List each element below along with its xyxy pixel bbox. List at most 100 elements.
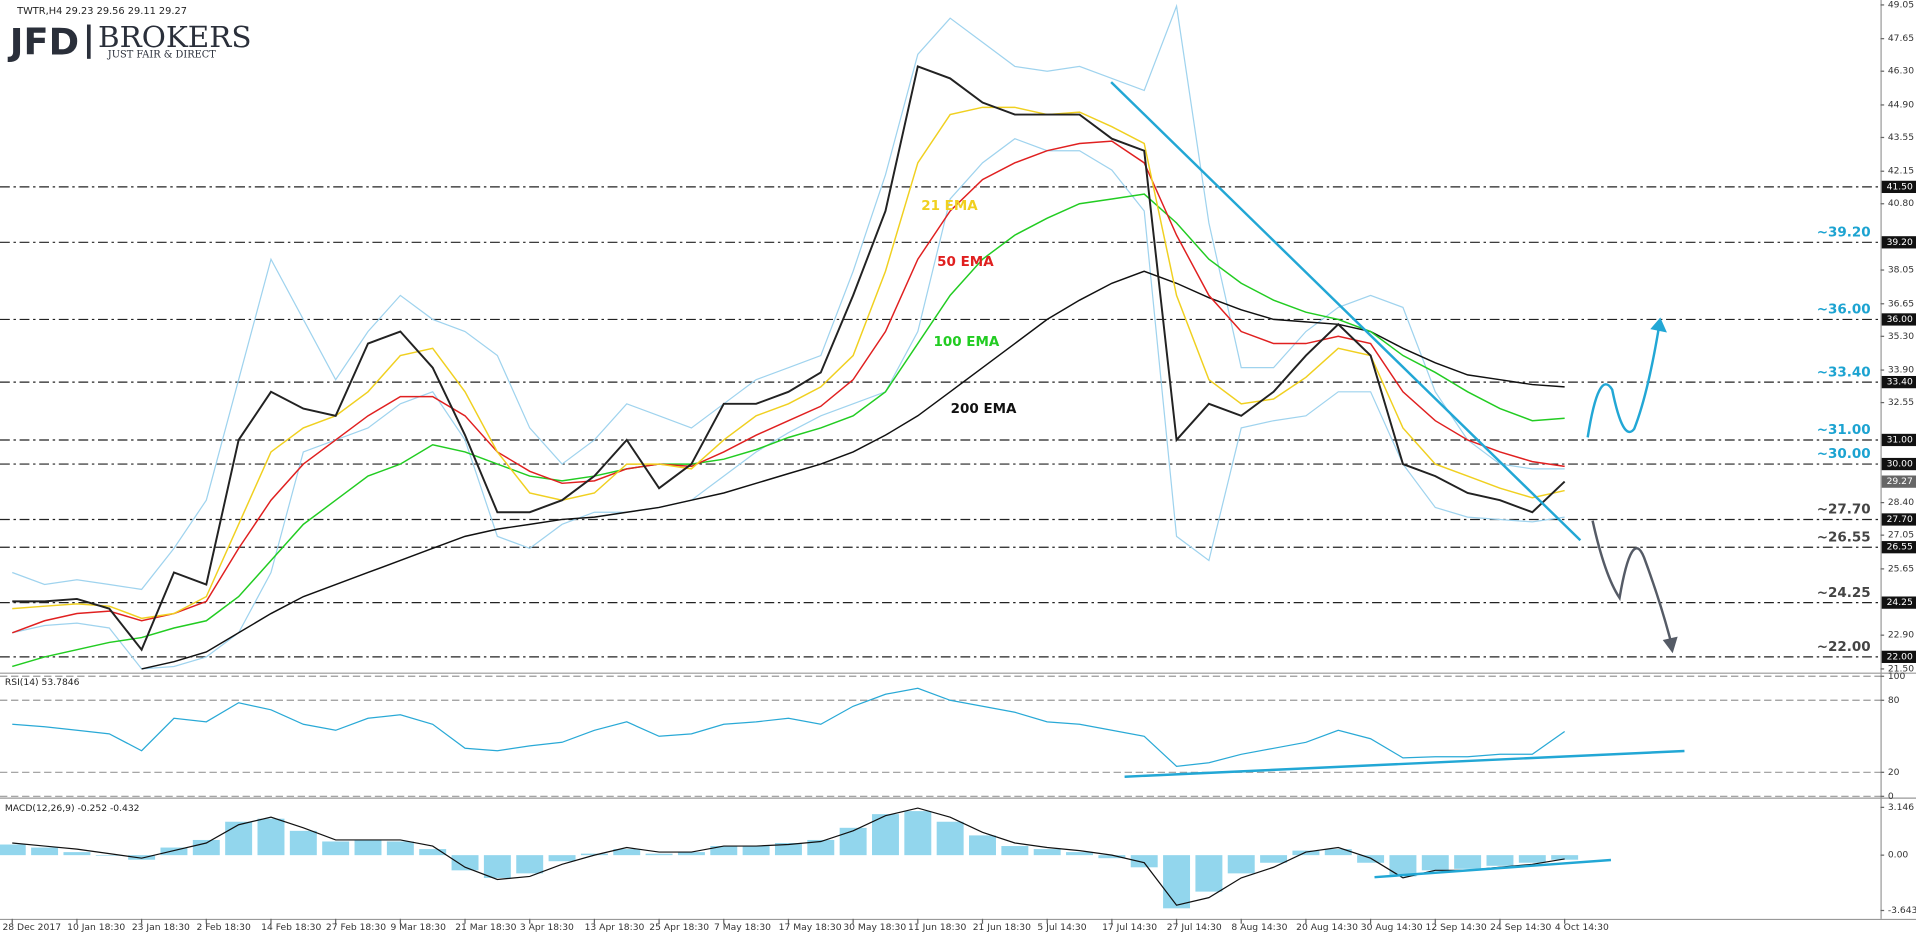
level-annotation: ~39.20: [1817, 225, 1871, 241]
histogram-bar: [580, 853, 608, 856]
y-tick-label: 3.146: [1888, 802, 1914, 813]
y-tick-label: 22.90: [1888, 630, 1914, 641]
level-label: 26.55: [1887, 542, 1913, 553]
y-tick-label: 0: [1888, 791, 1894, 802]
x-tick-label: 30 May 18:30: [843, 922, 906, 933]
level-annotation: ~27.70: [1817, 502, 1871, 518]
histogram-bar: [1195, 855, 1223, 892]
ema-label: 100 EMA: [933, 334, 999, 350]
level-label: 36.00: [1887, 314, 1913, 325]
level-annotation: ~31.00: [1817, 422, 1871, 438]
x-tick-label: 2 Feb 18:30: [197, 922, 252, 933]
last-price-label: 29.27: [1887, 476, 1913, 487]
projection-up: [1586, 328, 1660, 438]
histogram-bar: [516, 855, 544, 874]
histogram-bar: [483, 855, 511, 878]
x-tick-label: 28 Dec 2017: [2, 922, 61, 933]
histogram-bar: [192, 839, 220, 856]
histogram-bar: [1001, 846, 1029, 856]
y-tick-label: 44.90: [1888, 99, 1914, 110]
histogram-bar: [1260, 855, 1288, 863]
drawings: [1110, 81, 1685, 879]
histogram-bar: [1227, 855, 1255, 874]
x-tick-label: 30 Aug 14:30: [1361, 922, 1423, 933]
level-label: 33.40: [1887, 377, 1913, 388]
x-tick-label: 27 Jul 14:30: [1167, 922, 1222, 933]
histogram-bar: [774, 843, 802, 856]
histogram-bar: [1486, 855, 1514, 866]
panel-title: RSI(14) 53.7846: [5, 677, 80, 688]
histogram-bar: [839, 827, 867, 856]
y-tick-label: 100: [1888, 671, 1906, 682]
x-tick-label: 17 Jul 14:30: [1102, 922, 1157, 933]
histogram-bar: [742, 846, 770, 856]
x-tick-label: 21 Jun 18:30: [973, 922, 1031, 933]
y-tick-label: -3.643: [1888, 905, 1916, 916]
histogram-bar: [1163, 855, 1191, 909]
macd-trend-line: [1374, 858, 1612, 879]
y-tick-label: 38.05: [1888, 265, 1914, 276]
logo-divider: [86, 24, 91, 59]
histogram-bar: [160, 847, 188, 856]
level-annotation: ~26.55: [1817, 529, 1871, 545]
last-price-box: [1881, 475, 1916, 488]
histogram-bar: [451, 855, 479, 871]
level-label: 22.00: [1887, 651, 1913, 662]
price-line: [12, 65, 1566, 652]
ema-label: 200 EMA: [951, 401, 1017, 417]
histogram-bar: [0, 844, 26, 856]
x-tick-label: 12 Sep 14:30: [1425, 922, 1486, 933]
histogram-bar: [1033, 849, 1061, 856]
x-tick-label: 3 Apr 18:30: [520, 922, 574, 933]
histogram-bar: [613, 849, 641, 856]
level-label: 41.50: [1887, 181, 1913, 192]
level-annotation: ~36.00: [1817, 302, 1871, 318]
x-tick-label: 17 May 18:30: [779, 922, 842, 933]
histogram-bar: [548, 855, 576, 862]
y-tick-label: 35.30: [1888, 331, 1914, 342]
x-tick-label: 9 Mar 18:30: [391, 922, 447, 933]
level-label: 30.00: [1887, 459, 1913, 470]
ema-line: [141, 270, 1565, 670]
level-label: 27.70: [1887, 514, 1913, 525]
y-tick-label: 20: [1888, 767, 1900, 778]
arrow-head: [1650, 317, 1667, 333]
histogram-bar: [1324, 849, 1352, 856]
x-tick-label: 4 Oct 14:30: [1555, 922, 1609, 933]
histogram-bar: [807, 839, 835, 856]
histogram-bar: [1066, 852, 1094, 856]
histogram-bar: [969, 835, 996, 856]
ema-line: [12, 106, 1565, 620]
level-box: [1881, 180, 1916, 194]
histogram-bar: [677, 852, 705, 856]
level-annotation: ~24.25: [1817, 585, 1871, 601]
histogram-bar: [354, 839, 382, 856]
arrow-head: [1662, 636, 1678, 654]
histogram-bar: [1098, 855, 1126, 859]
y-tick-label: 47.65: [1888, 33, 1914, 44]
histogram-bar: [1389, 855, 1417, 877]
level-box: [1881, 650, 1916, 663]
histogram-bar: [419, 849, 447, 856]
y-tick-label: 80: [1888, 695, 1900, 706]
histogram-bar: [289, 830, 317, 856]
price-line: [12, 3, 1565, 591]
level-box: [1881, 513, 1916, 526]
logo-name: BROKERS: [98, 20, 252, 54]
projection-down: [1591, 520, 1673, 643]
level-box: [1881, 313, 1916, 326]
ema-label: 50 EMA: [937, 254, 994, 270]
level-box: [1881, 236, 1916, 249]
level-label: 39.20: [1887, 237, 1913, 248]
x-tick-label: 5 Jul 14:30: [1037, 922, 1086, 933]
y-tick-label: 25.65: [1888, 563, 1914, 574]
level-box: [1881, 457, 1916, 471]
x-tick-label: 23 Jan 18:30: [132, 922, 190, 933]
ema-line: [12, 193, 1565, 668]
histogram-bar: [1454, 855, 1482, 869]
x-tick-label: 11 Jun 18:30: [908, 922, 966, 933]
price-line: [12, 138, 1565, 670]
y-tick-label: 32.55: [1888, 397, 1914, 408]
